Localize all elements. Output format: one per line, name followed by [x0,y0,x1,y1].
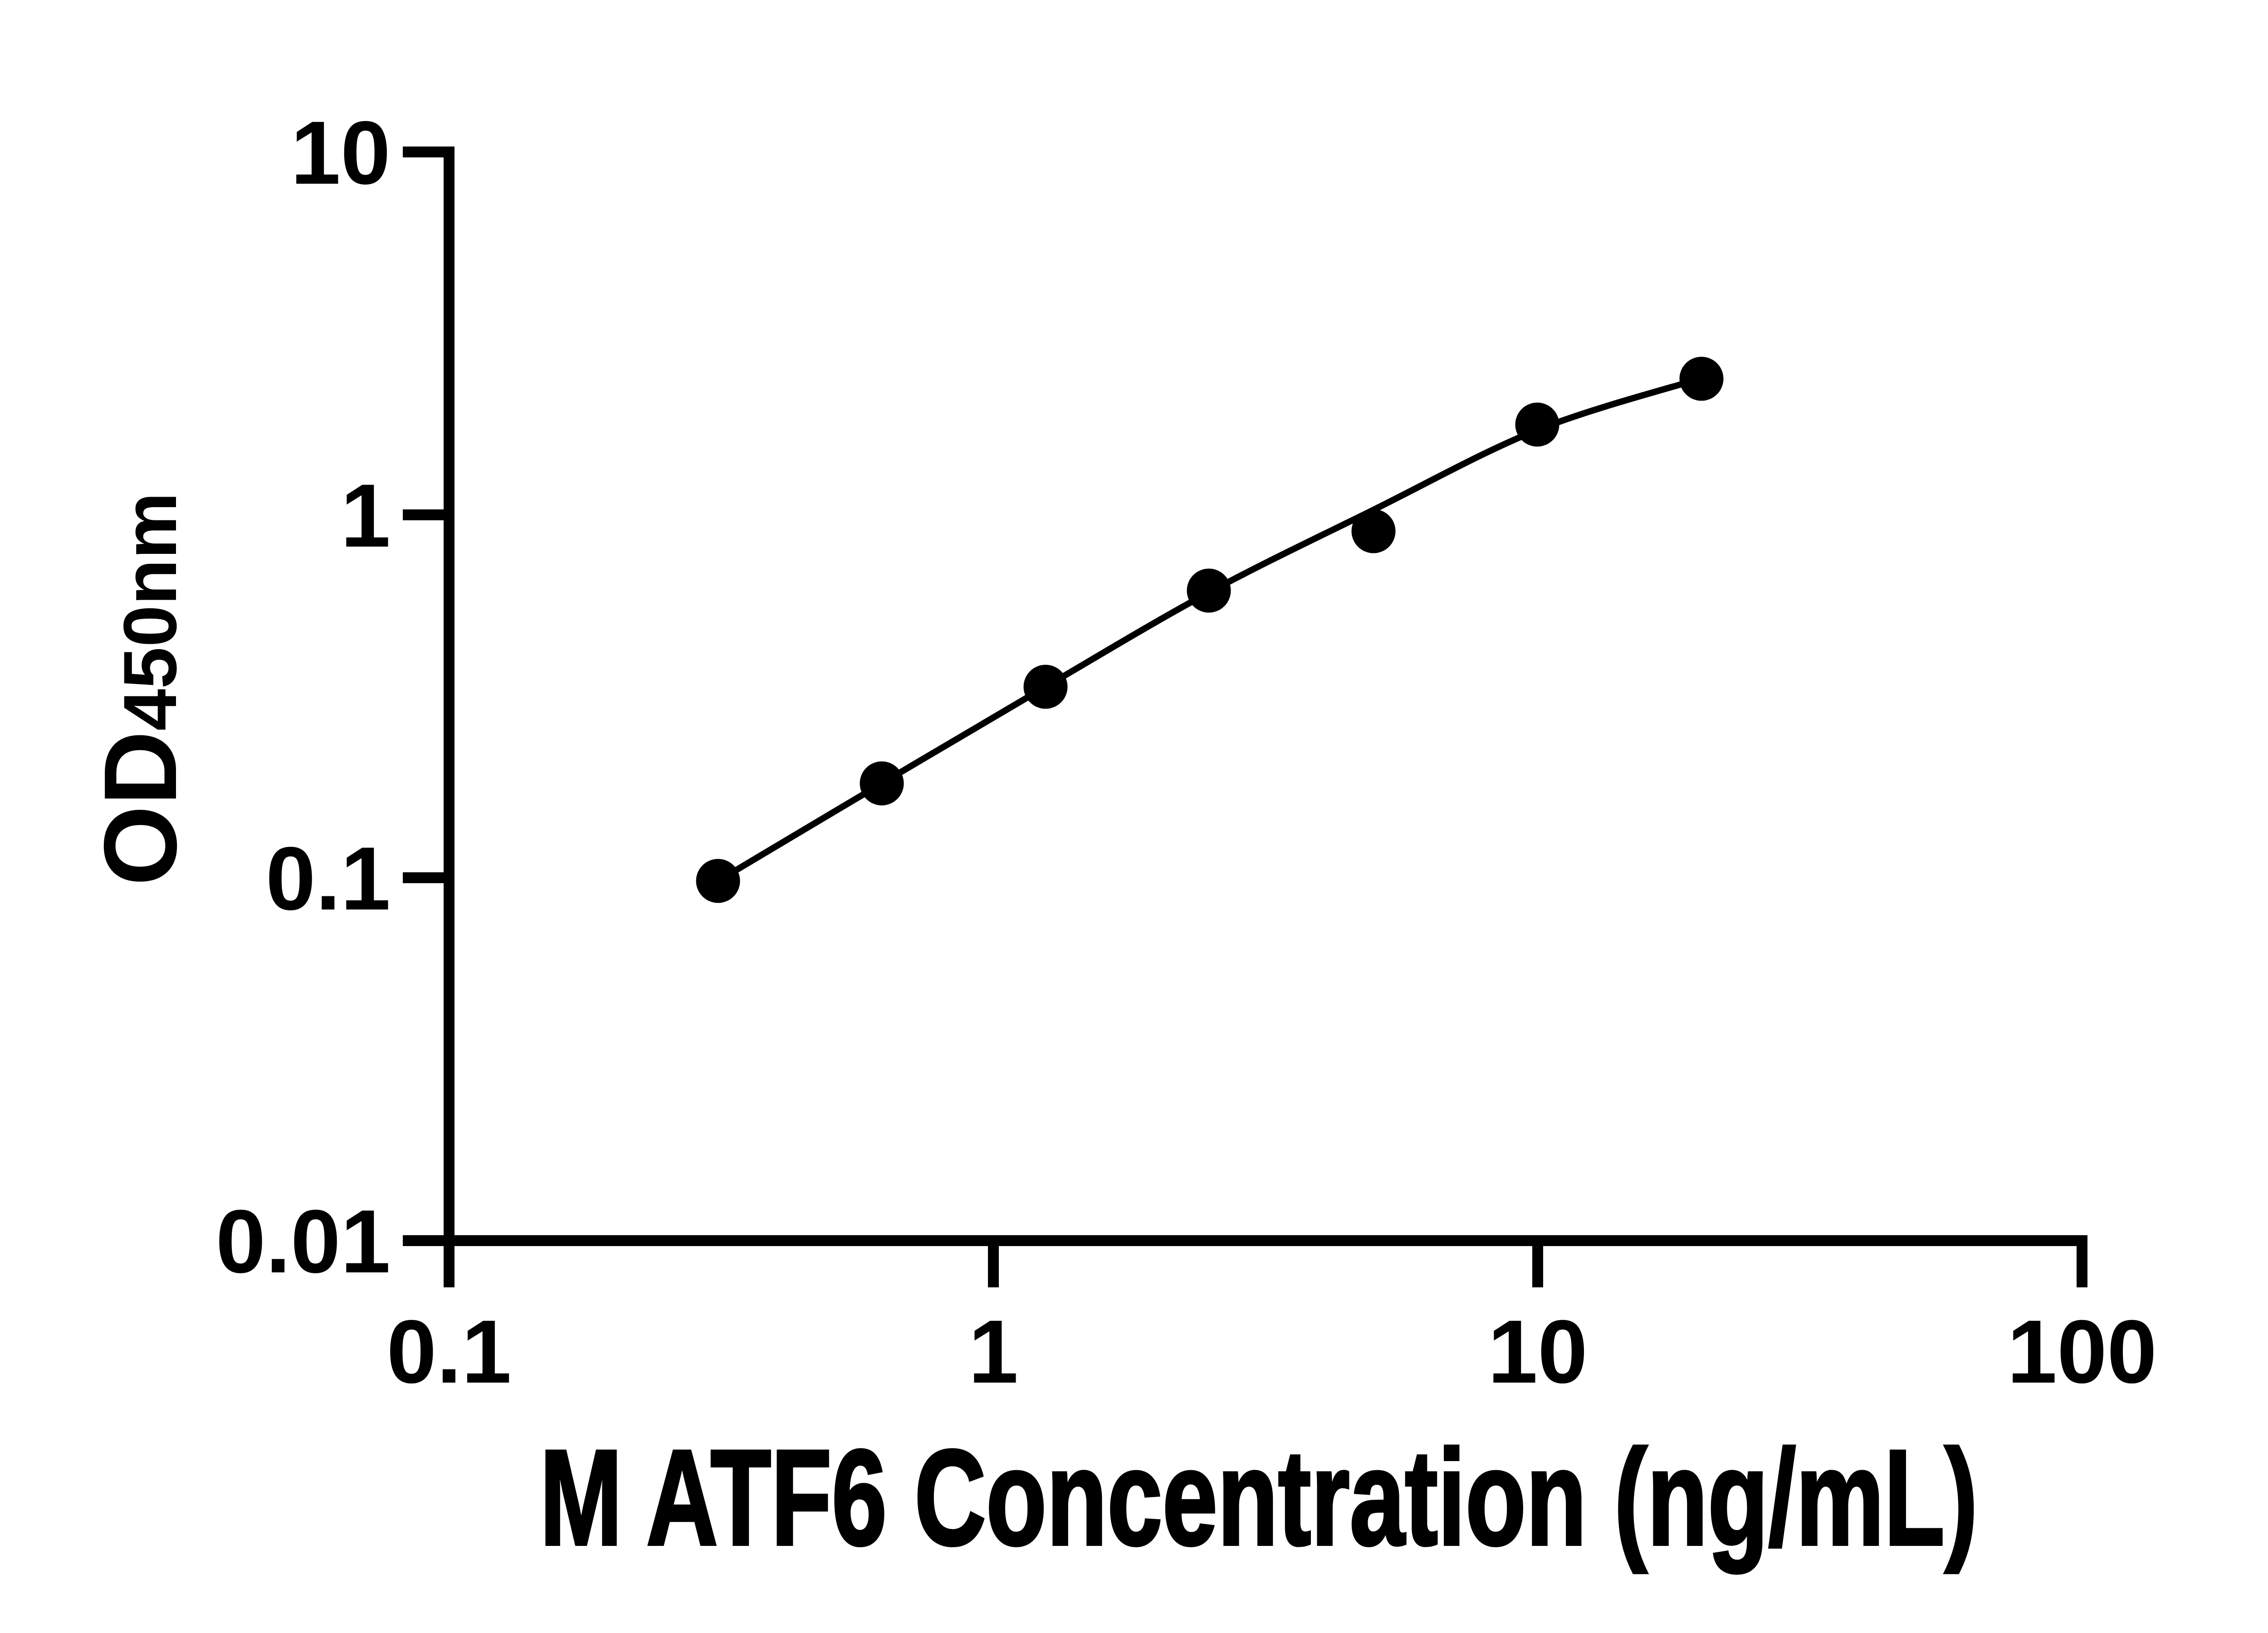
svg-text:10: 10 [1488,1301,1588,1402]
svg-text:0.01: 0.01 [216,1191,391,1291]
svg-text:0.1: 0.1 [386,1301,511,1402]
svg-text:10: 10 [291,103,391,203]
svg-text:1: 1 [968,1301,1018,1402]
svg-text:M ATF6 Concentration (ng/mL): M ATF6 Concentration (ng/mL) [540,1421,1978,1574]
svg-text:0.1: 0.1 [266,828,391,929]
svg-text:100: 100 [2007,1301,2157,1402]
svg-text:1: 1 [341,465,391,566]
